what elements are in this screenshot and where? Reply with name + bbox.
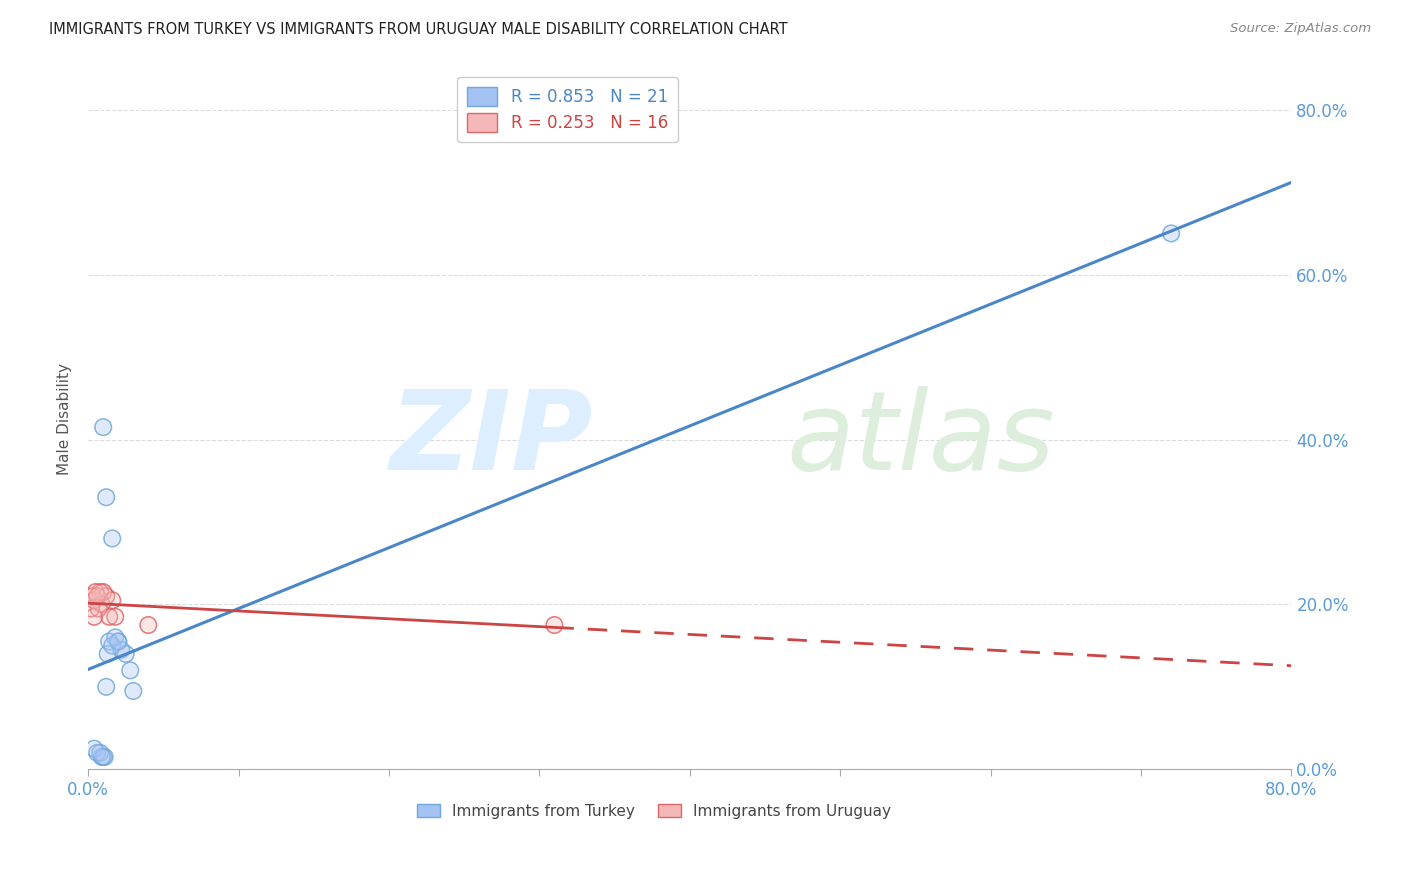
Point (93, 750, 115, 764)
Text: ZIP: ZIP (389, 386, 593, 493)
Point (96, 589, 118, 603)
Point (107, 634, 129, 648)
Point (101, 593, 124, 607)
Point (91, 585, 114, 599)
Point (122, 684, 145, 698)
Point (80, 601, 103, 615)
Point (101, 639, 124, 653)
Point (96, 589, 118, 603)
Text: IMMIGRANTS FROM TURKEY VS IMMIGRANTS FROM URUGUAY MALE DISABILITY CORRELATION CH: IMMIGRANTS FROM TURKEY VS IMMIGRANTS FRO… (49, 22, 787, 37)
Point (89, 746, 111, 760)
Point (101, 532, 124, 546)
Point (80, 601, 103, 615)
Point (104, 609, 127, 624)
Point (110, 642, 132, 657)
Point (91, 420, 114, 434)
Point (84, 585, 107, 599)
Point (82, 589, 104, 603)
Point (84, 585, 107, 599)
Point (114, 647, 136, 661)
Point (83, 741, 105, 756)
Point (90, 598, 112, 612)
Point (104, 631, 127, 645)
Point (90, 598, 112, 612)
Point (91, 750, 114, 764)
Text: Source: ZipAtlas.com: Source: ZipAtlas.com (1230, 22, 1371, 36)
Point (101, 639, 124, 653)
Point (107, 634, 129, 648)
Point (120, 664, 142, 678)
Legend: Immigrants from Turkey, Immigrants from Uruguay: Immigrants from Turkey, Immigrants from … (411, 797, 897, 825)
Point (91, 585, 114, 599)
Point (543, 618, 565, 632)
Point (97, 647, 120, 661)
Point (96, 680, 118, 694)
Point (86, 589, 108, 603)
Text: atlas: atlas (786, 386, 1054, 493)
Point (120, 664, 142, 678)
Point (82, 589, 104, 603)
Point (136, 618, 159, 632)
Point (543, 618, 565, 632)
Point (91, 420, 114, 434)
Point (104, 609, 127, 624)
Point (87, 601, 110, 615)
Point (110, 642, 132, 657)
Point (122, 684, 145, 698)
Point (98, 609, 121, 624)
Point (101, 532, 124, 546)
Point (98, 609, 121, 624)
Point (91, 750, 114, 764)
Point (83, 741, 105, 756)
Point (96, 680, 118, 694)
Point (89, 746, 111, 760)
Point (83, 593, 105, 607)
Point (86, 746, 108, 760)
Point (83, 609, 105, 624)
Point (83, 609, 105, 624)
Point (136, 618, 159, 632)
Point (97, 647, 120, 661)
Point (93, 750, 115, 764)
Point (90, 750, 112, 764)
Point (107, 634, 129, 648)
Point (89, 585, 111, 599)
Point (89, 585, 111, 599)
Point (86, 589, 108, 603)
Point (1160, 227, 1182, 241)
Point (96, 490, 118, 504)
Y-axis label: Male Disability: Male Disability (58, 363, 72, 475)
Point (96, 490, 118, 504)
Point (114, 647, 136, 661)
Point (1160, 227, 1182, 241)
Point (107, 634, 129, 648)
Point (101, 593, 124, 607)
Point (98, 634, 121, 648)
Point (86, 746, 108, 760)
Point (104, 631, 127, 645)
Point (98, 634, 121, 648)
Point (83, 593, 105, 607)
Point (90, 750, 112, 764)
Point (87, 601, 110, 615)
